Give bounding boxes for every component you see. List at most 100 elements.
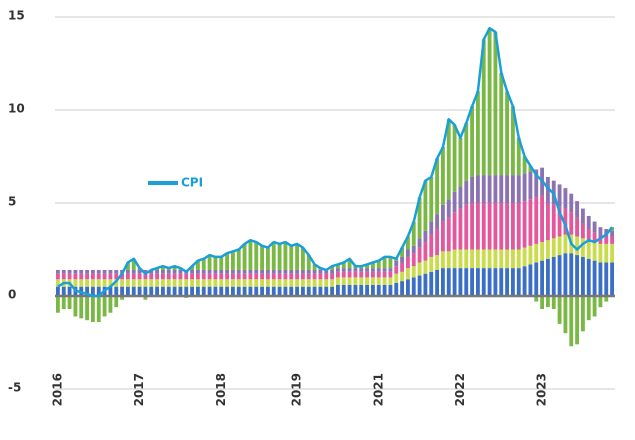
bar-segment bbox=[166, 286, 171, 296]
bar-segment bbox=[493, 175, 498, 203]
y-tick-label: 15 bbox=[8, 9, 25, 23]
bar-segment bbox=[131, 258, 136, 270]
bar-segment bbox=[446, 217, 451, 252]
bar-segment bbox=[90, 269, 95, 274]
bar-segment bbox=[440, 204, 445, 222]
bar-segment bbox=[225, 273, 230, 280]
bar-segment bbox=[376, 271, 381, 278]
bar-segment bbox=[516, 249, 521, 269]
bar-segment bbox=[534, 262, 539, 296]
bar-segment bbox=[405, 256, 410, 269]
bar-segment bbox=[429, 256, 434, 272]
bar-segment bbox=[242, 269, 247, 274]
bar-segment bbox=[190, 286, 195, 296]
bar-segment bbox=[394, 273, 399, 283]
bar-segment bbox=[440, 147, 445, 205]
bar-segment bbox=[149, 279, 154, 287]
bar-segment bbox=[516, 203, 521, 250]
bar-segment bbox=[510, 268, 515, 296]
bar-segment bbox=[423, 180, 428, 231]
bar-segment bbox=[405, 279, 410, 296]
bar-segment bbox=[545, 203, 550, 241]
bar-segment bbox=[400, 262, 405, 272]
bar-segment bbox=[586, 258, 591, 296]
bar-segment bbox=[190, 279, 195, 287]
bar-segment bbox=[254, 273, 259, 280]
bar-segment bbox=[312, 269, 317, 274]
bar-segment bbox=[166, 279, 171, 287]
bar-segment bbox=[604, 296, 609, 302]
bar-segment bbox=[470, 268, 475, 296]
bar-segment bbox=[359, 271, 364, 278]
bar-segment bbox=[598, 296, 603, 308]
bar-segment bbox=[335, 284, 340, 296]
bar-segment bbox=[429, 176, 434, 222]
bar-segment bbox=[149, 269, 154, 274]
bar-segment bbox=[528, 171, 533, 200]
bar-segment bbox=[219, 286, 224, 296]
bar-segment bbox=[283, 279, 288, 287]
bar-segment bbox=[295, 279, 300, 287]
bar-segment bbox=[365, 268, 370, 272]
bar-segment bbox=[90, 273, 95, 280]
bar-segment bbox=[505, 175, 510, 203]
bar-segment bbox=[155, 279, 160, 287]
bar-segment bbox=[557, 296, 562, 324]
bar-segment bbox=[254, 279, 259, 287]
bar-segment bbox=[73, 296, 78, 317]
bar-segment bbox=[79, 279, 84, 287]
y-tick-label: 5 bbox=[8, 195, 16, 209]
bar-segment bbox=[120, 296, 125, 300]
bar-segment bbox=[464, 123, 469, 181]
bar-segment bbox=[452, 124, 457, 192]
bar-segment bbox=[79, 269, 84, 274]
bar-segment bbox=[563, 188, 568, 209]
bar-segment bbox=[370, 284, 375, 296]
bar-segment bbox=[55, 296, 60, 313]
bar-segment bbox=[230, 279, 235, 287]
bar-segment bbox=[61, 286, 66, 296]
bar-segment bbox=[429, 221, 434, 235]
bar-segment bbox=[90, 286, 95, 296]
bar-segment bbox=[592, 242, 597, 261]
bar-segment bbox=[85, 279, 90, 287]
bar-segment bbox=[318, 273, 323, 280]
bar-segment bbox=[300, 286, 305, 296]
bar-segment bbox=[458, 137, 463, 187]
bar-segment bbox=[201, 273, 206, 280]
bar-segment bbox=[248, 240, 253, 270]
bar-segment bbox=[335, 277, 340, 285]
bar-segment bbox=[522, 247, 527, 267]
bar-segment bbox=[411, 221, 416, 246]
bar-segment bbox=[563, 296, 568, 334]
bar-segment bbox=[213, 279, 218, 287]
bar-segment bbox=[248, 286, 253, 296]
bar-segment bbox=[370, 262, 375, 269]
bar-segment bbox=[429, 234, 434, 257]
bar-segment bbox=[125, 262, 130, 270]
bar-segment bbox=[300, 273, 305, 280]
bar-segment bbox=[429, 271, 434, 296]
bar-segment bbox=[569, 253, 574, 296]
bar-segment bbox=[324, 273, 329, 280]
bar-segment bbox=[143, 286, 148, 296]
bar-segment bbox=[143, 296, 148, 300]
bar-segment bbox=[289, 279, 294, 287]
bar-segment bbox=[580, 223, 585, 239]
bar-segment bbox=[108, 296, 113, 313]
bar-segment bbox=[166, 269, 171, 274]
bar-segment bbox=[365, 264, 370, 269]
bar-segment bbox=[551, 238, 556, 257]
bar-segment bbox=[435, 214, 440, 230]
bar-segment bbox=[417, 238, 422, 248]
bar-segment bbox=[353, 284, 358, 296]
bar-segment bbox=[96, 286, 101, 296]
bar-segment bbox=[435, 229, 440, 256]
bar-segment bbox=[131, 269, 136, 274]
bar-segment bbox=[230, 286, 235, 296]
bar-segment bbox=[586, 240, 591, 259]
bar-segment bbox=[470, 249, 475, 269]
bar-segment bbox=[359, 268, 364, 272]
bar-segment bbox=[493, 203, 498, 250]
bar-segment bbox=[137, 286, 142, 296]
